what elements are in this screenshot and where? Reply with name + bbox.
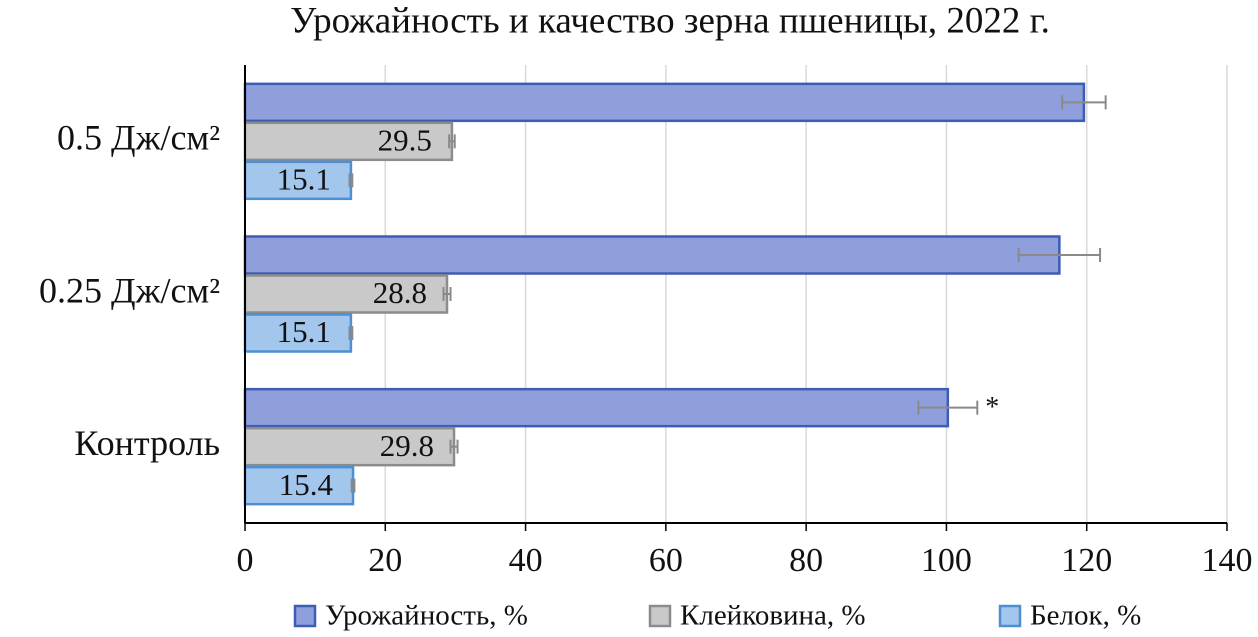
y-tick-label: Контроль: [74, 423, 220, 463]
x-tick-label: 80: [789, 542, 823, 579]
data-label: 29.5: [378, 122, 432, 157]
error-bar: [917, 400, 979, 415]
x-tick-label: 100: [921, 542, 972, 579]
error-bar: [442, 287, 452, 301]
legend-swatch: [293, 604, 317, 628]
error-bar: [449, 439, 459, 454]
bar: [243, 274, 449, 314]
bar: [243, 121, 454, 162]
data-label: 15.1: [277, 314, 331, 349]
bar: [243, 160, 353, 201]
x-tick-label: 60: [649, 542, 683, 579]
legend-label: Белок, %: [1030, 600, 1141, 632]
x-tick-label: 0: [237, 542, 254, 579]
bar: [243, 82, 1086, 123]
error-bar: [348, 326, 354, 340]
error-bar: [348, 173, 354, 188]
y-tick-label: 0.25 Дж/см²: [39, 270, 220, 310]
x-tick-label: 20: [368, 542, 402, 579]
x-tick-label: 40: [509, 542, 543, 579]
annotation: *: [985, 392, 999, 423]
legend-label: Урожайность, %: [325, 600, 528, 632]
y-tick-label: 0.5 Дж/см²: [57, 118, 220, 158]
error-bar: [350, 478, 356, 493]
error-bar: [1017, 248, 1102, 262]
x-tick-label: 140: [1202, 542, 1253, 579]
legend-swatch: [998, 604, 1022, 628]
x-tick-label: 120: [1061, 542, 1112, 579]
error-bar: [1061, 95, 1107, 110]
chart-title: Урожайность и качество зерна пшеницы, 20…: [290, 0, 1050, 41]
bar: [243, 235, 1061, 275]
legend-swatch: [648, 604, 672, 628]
legend-label: Клейковина, %: [680, 600, 866, 632]
bar: [243, 387, 950, 428]
data-label: 28.8: [373, 275, 427, 310]
data-label: 15.4: [279, 467, 334, 502]
data-label: 15.1: [277, 161, 331, 196]
error-bar: [448, 134, 456, 149]
data-label: 29.8: [380, 428, 434, 463]
